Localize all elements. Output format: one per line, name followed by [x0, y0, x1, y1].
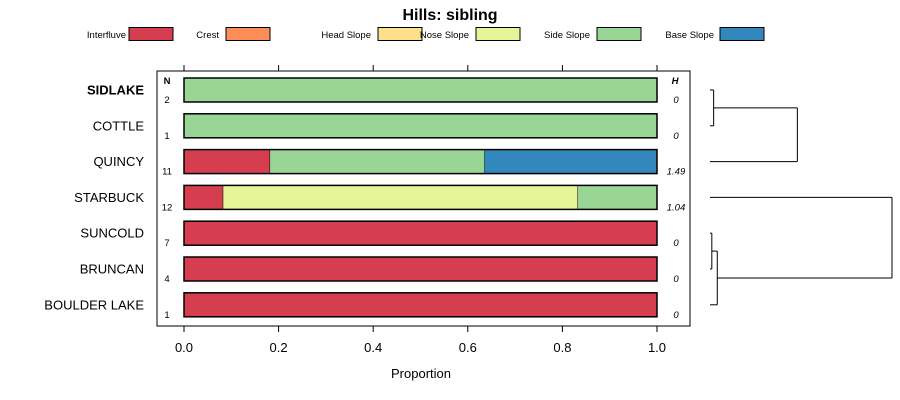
- x-tick-label-0: 0.0: [175, 340, 193, 355]
- h-value-sidlake: 0: [673, 95, 679, 106]
- h-column-header: H: [672, 76, 680, 87]
- bar-segment-cottle-side-slope: [184, 113, 657, 138]
- bar-outline-bruncan: [183, 256, 658, 282]
- n-value-starbuck: 12: [162, 202, 173, 213]
- bar-segment-quincy-side-slope: [270, 149, 485, 174]
- row-label-suncold: SUNCOLD: [80, 226, 144, 241]
- legend-swatch-side-slope: [596, 27, 642, 41]
- bar-outline-boulder-lake: [183, 292, 658, 318]
- dendrogram-merge-3: [710, 107, 798, 163]
- h-value-cottle: 0: [673, 131, 679, 142]
- n-value-quincy: 11: [162, 167, 172, 178]
- bar-segment-boulder-lake-interfluve: [184, 292, 657, 317]
- bar-segment-starbuck-nose-slope: [223, 185, 579, 210]
- legend-swatch-interfluve: [128, 27, 174, 41]
- plot-area: 0.0 0.2 0.4 0.6 0.8 1.0 N H SIDLAKE 2 0 COTTLE 1 0 QUI…: [44, 65, 691, 355]
- plot-frame: [156, 70, 691, 327]
- row-label-quincy: QUINCY: [93, 154, 144, 169]
- bar-outline-suncold: [183, 220, 658, 246]
- dendrogram: [710, 89, 893, 306]
- x-axis-title: Proportion: [391, 366, 451, 381]
- row-label-starbuck: STARBUCK: [74, 190, 144, 205]
- bar-outline-sidlake: [183, 77, 658, 103]
- legend-label-interfluve: Interfluve: [87, 30, 126, 41]
- legend-label-base-slope: Base Slope: [665, 30, 714, 41]
- bar-outline-quincy: [183, 148, 658, 175]
- h-value-boulder-lake: 0: [673, 310, 679, 321]
- bar-segment-quincy-interfluve: [184, 149, 271, 174]
- dendrogram-merge-0: [710, 89, 715, 127]
- chart-title: Hills: sibling: [402, 7, 497, 24]
- legend-swatch-nose-slope: [475, 27, 521, 41]
- n-value-boulder-lake: 1: [164, 310, 169, 321]
- dendrogram-merge-5: [710, 196, 893, 279]
- legend-swatch-crest: [225, 27, 271, 41]
- n-value-cottle: 1: [164, 131, 169, 142]
- legend-label-crest: Crest: [196, 30, 219, 41]
- bar-segment-starbuck-side-slope: [578, 185, 657, 210]
- legend: Interfluve Crest Head Slope Nose Slope Side …: [87, 27, 765, 41]
- bar-segment-sidlake-side-slope: [184, 78, 657, 102]
- dendrogram-merge-1: [710, 232, 713, 270]
- row-label-boulder-lake: BOULDER LAKE: [44, 297, 144, 312]
- bar-segment-bruncan-interfluve: [184, 257, 657, 281]
- n-value-sidlake: 2: [164, 95, 169, 106]
- n-value-bruncan: 4: [164, 274, 169, 285]
- x-tick-label-3: 0.6: [459, 340, 477, 355]
- h-value-suncold: 0: [673, 238, 679, 249]
- h-value-bruncan: 0: [673, 274, 679, 285]
- h-value-starbuck: 1.04: [667, 202, 686, 213]
- row-label-sidlake: SIDLAKE: [87, 83, 144, 98]
- legend-label-side-slope: Side Slope: [544, 30, 590, 41]
- bar-outline-cottle: [183, 113, 658, 139]
- bar-segment-quincy-base-slope: [484, 149, 657, 174]
- legend-swatch-head-slope: [377, 27, 423, 41]
- row-label-bruncan: BRUNCAN: [80, 262, 144, 277]
- h-value-quincy: 1.49: [667, 167, 686, 178]
- bar-outline-starbuck: [183, 184, 658, 211]
- bar-segment-suncold-interfluve: [184, 221, 657, 246]
- bar-segment-starbuck-interfluve: [184, 185, 224, 210]
- n-column-header: N: [164, 76, 171, 87]
- row-label-cottle: COTTLE: [93, 118, 145, 133]
- legend-swatch-base-slope: [719, 27, 765, 41]
- x-tick-label-1: 0.2: [270, 340, 288, 355]
- x-tick-label-4: 0.8: [553, 340, 571, 355]
- n-value-suncold: 7: [164, 238, 169, 249]
- x-tick-label-2: 0.4: [364, 340, 382, 355]
- dendrogram-merge-2: [710, 250, 718, 306]
- x-tick-label-5: 1.0: [648, 340, 666, 355]
- legend-label-nose-slope: Nose Slope: [420, 30, 469, 41]
- legend-label-head-slope: Head Slope: [321, 30, 371, 41]
